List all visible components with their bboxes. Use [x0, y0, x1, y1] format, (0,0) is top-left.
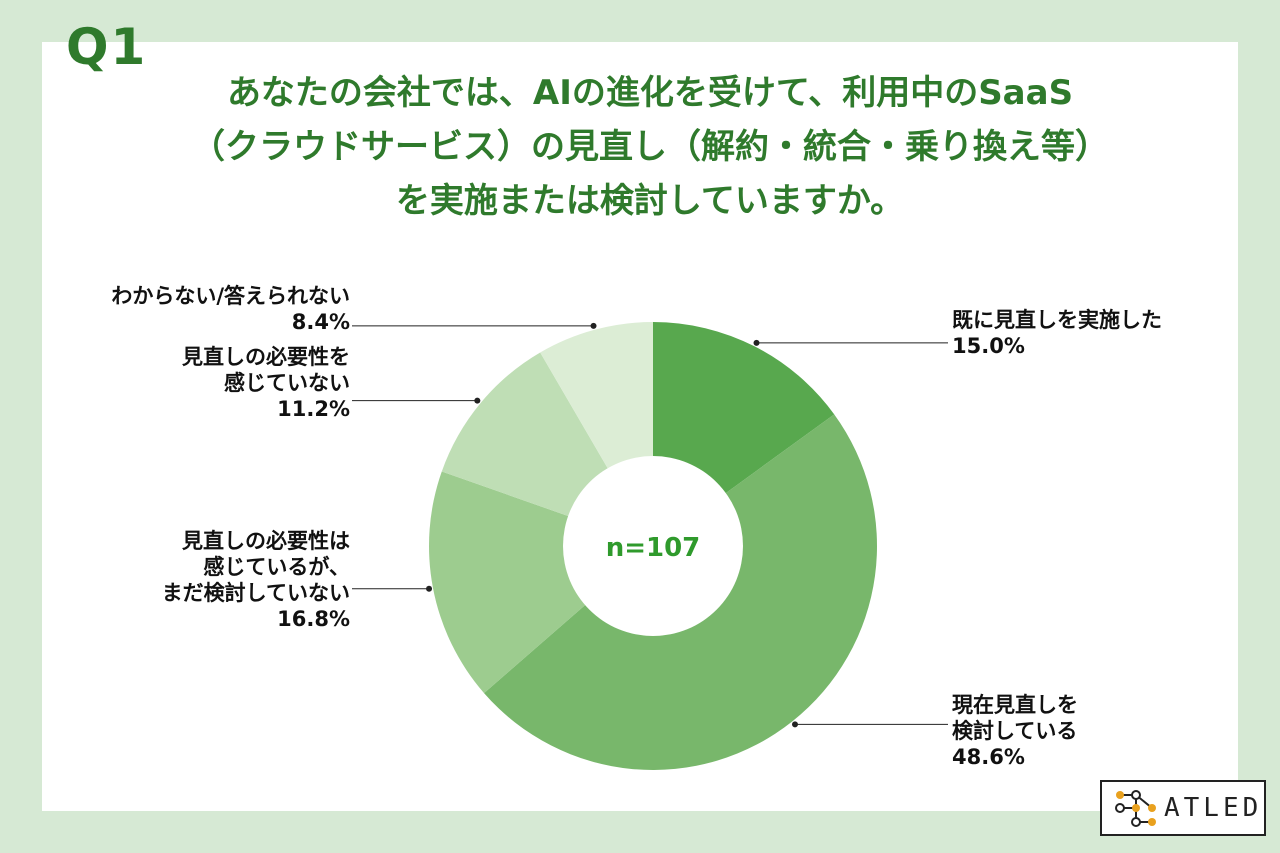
- slice-category-label: 現在見直しを: [952, 693, 1078, 717]
- slice-category-label: 見直しの必要性は: [182, 529, 350, 553]
- slice-value-label: 15.0%: [952, 334, 1025, 358]
- atled-logo: ATLED: [1100, 780, 1266, 836]
- atled-logo-mark-icon: [1115, 790, 1156, 827]
- slice-value-label: 16.8%: [277, 607, 350, 631]
- center-sample-size: n=107: [606, 533, 701, 563]
- question-title: あなたの会社では、AIの進化を受けて、利用中のSaaS （クラウドサービス）の見…: [191, 73, 1109, 221]
- question-number: Q1: [66, 18, 148, 76]
- slice-value-label: 8.4%: [292, 310, 350, 334]
- slice-value-label: 48.6%: [952, 745, 1025, 769]
- slice-category-label: 見直しの必要性を: [182, 345, 350, 369]
- slice-category-label: 既に見直しを実施した: [952, 308, 1162, 332]
- slice-category-label: わからない/答えられない: [111, 284, 350, 308]
- slice-category-label: 感じているが、: [203, 555, 350, 579]
- slice-category-label: 検討している: [952, 719, 1077, 743]
- slice-category-label: まだ検討していない: [162, 581, 350, 605]
- slice-category-label: 感じていない: [224, 371, 350, 395]
- slice-value-label: 11.2%: [277, 397, 350, 421]
- donut-hole: [563, 456, 743, 636]
- logo-text: ATLED: [1164, 793, 1263, 823]
